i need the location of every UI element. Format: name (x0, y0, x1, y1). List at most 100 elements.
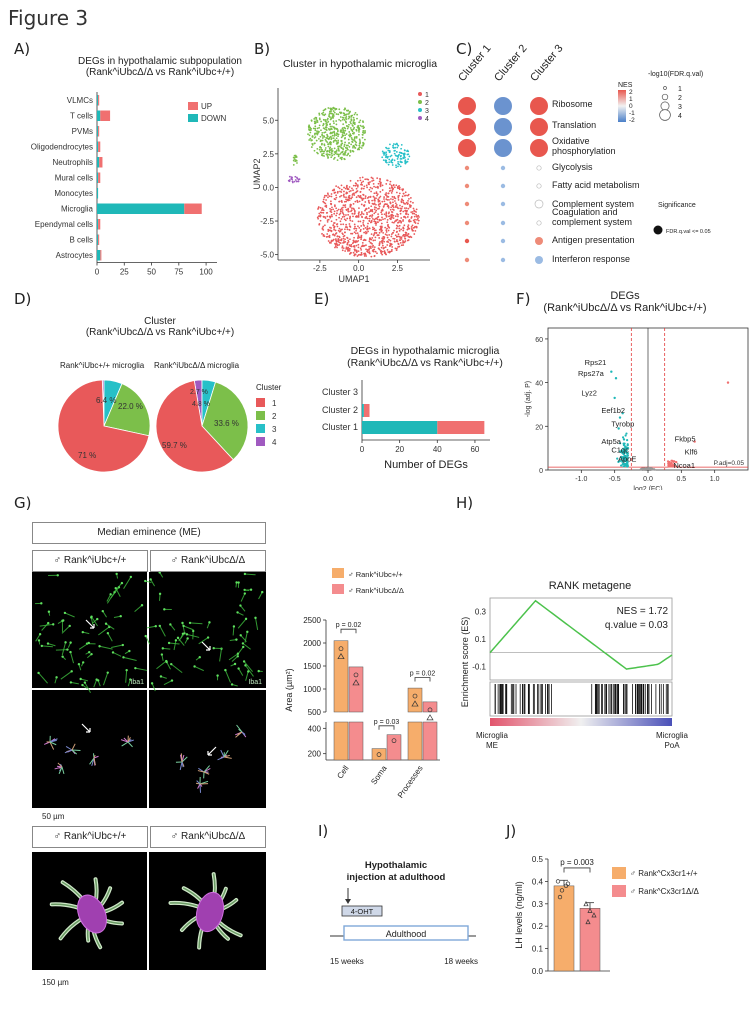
pathway-label: Translation (552, 120, 596, 130)
cluster-1-point (368, 219, 371, 222)
cluster-1-point (360, 251, 363, 254)
cluster-2-point (331, 125, 333, 128)
microglia-process (107, 632, 113, 642)
y-tick-label: 400 (308, 724, 322, 733)
cluster-3-point (385, 154, 387, 157)
cluster-1-point (331, 206, 333, 209)
cluster-1-point (391, 248, 393, 251)
category-label: Microglia (61, 205, 94, 214)
cluster-1-point (340, 223, 342, 226)
pie-legend-label: 4 (272, 438, 277, 447)
cluster-1-point (369, 196, 372, 198)
cluster-1-point (359, 247, 362, 250)
cluster-1-point (353, 248, 356, 251)
cluster-2-point (326, 154, 329, 157)
cluster-2-point (338, 118, 340, 121)
cluster-1-point (411, 224, 414, 227)
size-legend-title: -log10(FDR.q.val) (648, 71, 703, 78)
cluster-1-point (349, 206, 352, 208)
dot (464, 201, 470, 207)
cluster-3-point (381, 156, 384, 159)
cluster-1-point (360, 225, 363, 227)
cluster-1-point (356, 255, 359, 257)
microglia-process (99, 645, 113, 650)
cluster-1-point (336, 246, 338, 249)
cluster-1-point (359, 190, 362, 193)
cluster-1-point (361, 241, 364, 244)
cluster-2-point (313, 136, 316, 139)
cluster-2-point (309, 129, 312, 132)
bar (553, 885, 575, 972)
panel-label-f: F) (516, 290, 531, 308)
size-legend-label: 2 (678, 95, 682, 102)
cluster-1-point (377, 208, 379, 210)
cluster-3-point (381, 150, 384, 153)
cluster-1-point (392, 217, 395, 220)
cluster-1-point (333, 225, 336, 228)
cluster-1-point (322, 216, 325, 218)
cluster-2-point (337, 141, 339, 144)
microglia-render (168, 872, 243, 950)
cluster-2-point (324, 149, 327, 151)
cluster-1-point (355, 250, 358, 253)
cluster-1-point (334, 198, 337, 201)
cluster-1-point (329, 207, 331, 210)
cluster-2-point (357, 147, 360, 150)
cluster-2-point (330, 107, 333, 110)
cluster-2-point (359, 141, 362, 144)
microglia-process (231, 655, 239, 662)
microglia-process (80, 678, 89, 682)
microglia-soma (182, 624, 185, 628)
cluster-1-point (384, 246, 387, 249)
cluster-1-point (415, 225, 418, 228)
cluster-2-point (344, 146, 347, 149)
cluster-1-point (403, 207, 406, 210)
microglia-soma (150, 682, 154, 685)
cluster-1-point (398, 227, 401, 230)
microglia-soma (233, 662, 237, 666)
cluster-2-point (315, 121, 318, 123)
cluster-1-point (395, 224, 398, 227)
cluster-2-point (311, 144, 314, 146)
x-tick-label: 0.0 (643, 476, 653, 483)
cluster-2-point (294, 156, 296, 159)
cluster-1-point (385, 253, 388, 256)
cluster-1-point (366, 211, 368, 214)
microglia-soma (40, 602, 43, 605)
microglia-process (38, 672, 48, 684)
bar-up (184, 203, 202, 214)
gene-label: Atp5a (601, 437, 621, 446)
cluster-3-point (392, 146, 394, 149)
cluster-1-point (348, 247, 350, 250)
cluster-1-point (350, 197, 353, 200)
microglia-process (91, 616, 98, 627)
bar-up (437, 421, 485, 434)
cluster-1-point (316, 216, 319, 219)
cluster-1-point (394, 197, 397, 200)
cluster-1-point (337, 229, 340, 232)
pie2-title: Rank^iUbcΔ/Δ microglia (154, 361, 240, 370)
cluster-1-point (400, 238, 403, 240)
cluster-1-point (373, 185, 375, 188)
cluster-1-point (352, 184, 355, 187)
cluster-2-point (326, 150, 329, 153)
microglia-process (106, 594, 112, 602)
cluster-1-point (363, 253, 366, 255)
legend-swatch (612, 867, 626, 879)
category-label: Monocytes (54, 189, 93, 198)
cluster-3-point (385, 151, 388, 154)
cluster-1-point (361, 199, 364, 202)
cluster-2-point (317, 138, 320, 140)
cluster-1-point (358, 200, 361, 203)
cluster-1-point (330, 195, 333, 198)
cluster-1-point (412, 229, 415, 232)
p-value-label: p = 0.03 (374, 719, 400, 726)
microglia-process (35, 633, 41, 642)
cluster-1-point (347, 210, 350, 213)
cluster-3-point (406, 153, 409, 156)
cluster-2-point (349, 149, 352, 152)
cluster-1-point (382, 247, 385, 250)
cluster-2-point (358, 133, 360, 136)
cluster-1-point (413, 212, 416, 215)
cluster-1-point (350, 245, 353, 248)
